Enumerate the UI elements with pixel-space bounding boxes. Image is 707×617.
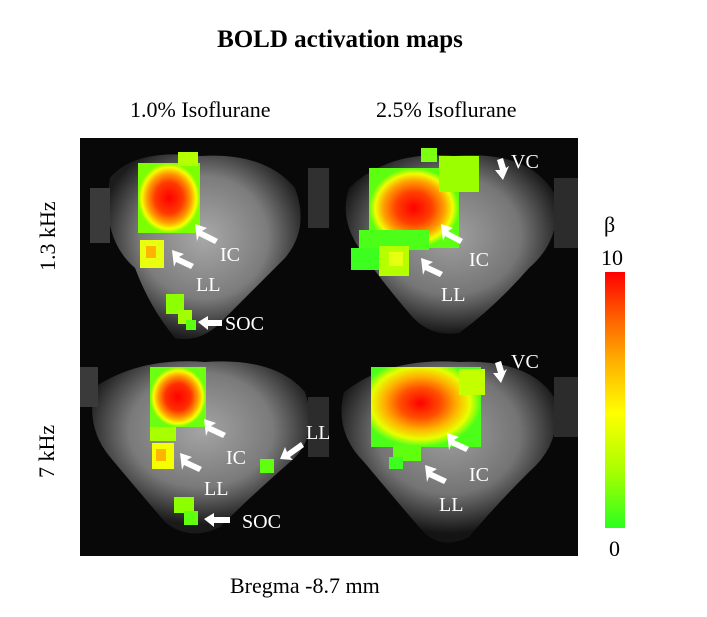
label-vc: VC: [511, 151, 539, 173]
row-label-1: 1.3 kHz: [35, 201, 60, 271]
label-ll: LL: [439, 494, 463, 516]
row-label-2: 7 kHz: [34, 424, 59, 478]
panel-13khz-1pct: IC LL SOC: [80, 138, 329, 347]
label-soc: SOC: [242, 511, 281, 533]
column-label-2: 2.5% Isoflurane: [376, 97, 517, 122]
label-ic: IC: [220, 244, 240, 266]
bregma-label: Bregma -8.7 mm: [230, 573, 380, 598]
activation-map-grid: IC LL SOC: [80, 138, 578, 556]
label-ll: LL: [196, 274, 220, 296]
panel-7khz-25pct: VC IC LL: [329, 347, 578, 556]
colorbar-symbol: β: [604, 212, 616, 237]
colorbar-max-label: 10: [601, 245, 623, 270]
figure-title: BOLD activation maps: [217, 26, 463, 53]
panel-13khz-25pct: VC IC LL: [329, 138, 578, 347]
label-ll: LL: [204, 478, 228, 500]
colorbar-min-label: 0: [609, 536, 620, 561]
label-ic: IC: [469, 464, 489, 486]
label-ic: IC: [226, 447, 246, 469]
label-ll-2: LL: [306, 422, 329, 444]
column-label-1: 1.0% Isoflurane: [130, 97, 271, 122]
panel-7khz-1pct: IC LL LL SOC: [80, 347, 329, 556]
label-soc: SOC: [225, 313, 264, 335]
label-ic: IC: [469, 249, 489, 271]
colorbar: [605, 272, 625, 528]
label-vc: VC: [511, 351, 539, 373]
label-ll: LL: [441, 284, 465, 306]
